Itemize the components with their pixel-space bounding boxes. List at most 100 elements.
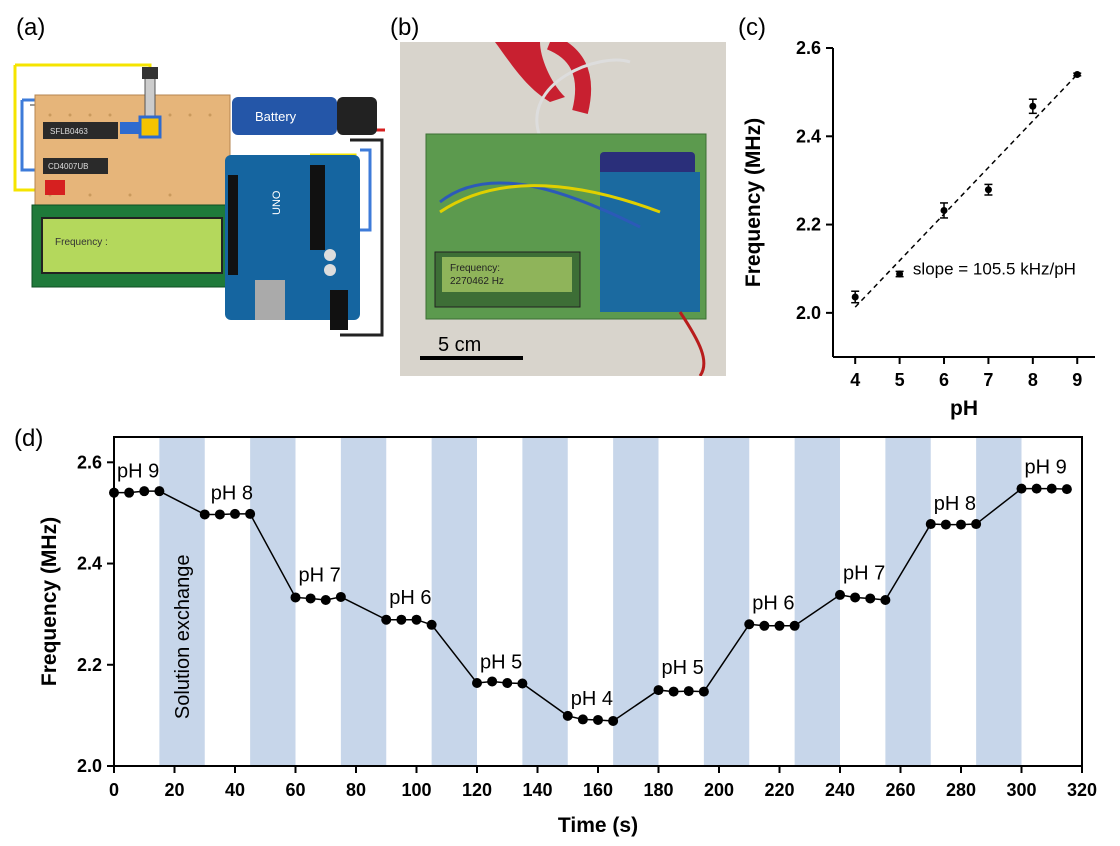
data-point	[245, 508, 256, 519]
power-jack	[330, 290, 348, 330]
x-tick-label: 280	[946, 780, 976, 800]
solution-exchange-band	[703, 437, 750, 766]
data-point	[335, 591, 346, 602]
resistor	[45, 180, 65, 195]
clip-handle	[495, 42, 565, 102]
data-point	[517, 678, 528, 689]
data-point	[956, 519, 966, 530]
panel-label-d: (d)	[14, 425, 44, 452]
solution-exchange-band	[794, 437, 840, 766]
chart-d-plot: 0 20 40 60 80 100 120 140 160 180 200 220 240 260 280 3…	[38, 436, 1097, 837]
solution-exchange-band	[431, 437, 477, 766]
data-point	[139, 486, 150, 497]
data-point	[230, 508, 240, 519]
solution-exchange-band	[613, 437, 659, 766]
data-point	[984, 186, 992, 194]
data-point	[502, 677, 513, 688]
data-point	[759, 620, 770, 631]
x-tick-label: 200	[704, 780, 734, 800]
data-point	[320, 594, 331, 605]
lcd-label: Frequency :	[55, 237, 108, 248]
y-tick-label: 2.2	[796, 215, 821, 235]
x-tick-label: 140	[522, 780, 552, 800]
probe-tip	[142, 67, 158, 79]
sensor-pad	[138, 115, 162, 139]
clip-handle-2	[546, 42, 592, 114]
data-point	[971, 519, 982, 530]
data-point	[426, 619, 437, 630]
ph-label: pH 5	[662, 657, 704, 679]
data-point	[199, 509, 210, 520]
y-axis-label: Frequency (MHz)	[742, 118, 765, 287]
data-point	[124, 487, 135, 498]
chip-1	[43, 122, 118, 139]
probe-wire	[535, 58, 631, 138]
data-point	[1016, 483, 1027, 494]
photo-lcd-line1: Frequency:	[450, 263, 500, 274]
y-tick-label: 2.2	[77, 655, 102, 675]
prototype-photo: Frequency: 2270462 Hz 5 cm	[400, 42, 726, 376]
photo-wire-yellow	[439, 184, 661, 214]
x-tick-label: 20	[164, 780, 184, 800]
x-tick-label: 80	[346, 780, 366, 800]
data-point	[1073, 70, 1081, 78]
capacitor-2	[324, 264, 336, 276]
data-point	[1029, 102, 1037, 110]
data-point	[835, 589, 845, 600]
x-tick-label: 160	[583, 780, 613, 800]
ph-label: pH 6	[752, 593, 794, 615]
data-point	[789, 620, 800, 631]
data-point	[214, 509, 225, 520]
chart-c: 4 5 6 7 8 9 2.0 2.2 2.4 2.6 pH Frequency (MHz) slope…	[742, 38, 1095, 420]
data-point	[774, 620, 785, 631]
y-tick-label: 2.4	[796, 126, 821, 146]
scale-bar-label: 5 cm	[438, 334, 481, 356]
sensor-holder	[120, 122, 140, 134]
x-tick-label: 120	[462, 780, 492, 800]
x-tick-label: 7	[983, 370, 993, 390]
x-tick-label: 260	[885, 780, 915, 800]
data-point	[851, 293, 859, 301]
data-point	[896, 270, 904, 278]
data-point	[865, 593, 876, 604]
y-axis-label: Frequency (MHz)	[38, 517, 61, 686]
ph-label: pH 8	[934, 493, 976, 515]
x-tick-label: 300	[1006, 780, 1036, 800]
data-point	[1046, 483, 1057, 494]
panel-label-a: (a)	[16, 14, 46, 41]
data-point	[109, 487, 119, 498]
ph-label: pH 7	[843, 563, 885, 585]
y-tick-label: 2.0	[796, 303, 821, 323]
photo-wire-red	[678, 311, 706, 376]
x-tick-label: 8	[1028, 370, 1038, 390]
chip-2-label: CD4007UB	[48, 162, 88, 171]
capacitor	[324, 249, 336, 261]
circuit-schematic: SFLB0463 CD4007UB Frequency : UNO Batter…	[13, 63, 385, 337]
battery-label: Battery	[255, 109, 297, 124]
data-point	[154, 486, 165, 497]
chart-c-plot: 4 5 6 7 8 9 2.0 2.2 2.4 2.6 pH Frequency (MHz) slope…	[742, 38, 1095, 420]
data-point	[487, 676, 498, 687]
data-point	[593, 714, 603, 725]
y-tick-label: 2.6	[77, 452, 102, 472]
ph-label: pH 9	[117, 460, 159, 482]
x-tick-label: 6	[939, 370, 949, 390]
x-tick-label: 240	[825, 780, 855, 800]
battery-cap	[337, 97, 377, 135]
ph-label: pH 6	[389, 587, 431, 609]
data-point	[562, 710, 573, 721]
probe-stem	[144, 74, 156, 121]
y-tick-label: 2.6	[796, 38, 821, 58]
slope-annotation: slope = 105.5 kHz/pH	[913, 259, 1076, 278]
data-point	[925, 519, 936, 530]
solution-exchange-band	[976, 437, 1022, 766]
chip-2	[43, 158, 108, 174]
ph-label: pH 5	[480, 651, 522, 673]
ph-label: pH 4	[571, 688, 613, 710]
data-point	[1031, 483, 1042, 494]
ph-label: pH 9	[1025, 456, 1067, 478]
photo-lcd-screen	[442, 257, 572, 292]
solution-exchange-band	[159, 437, 205, 766]
chip-1-label: SFLB0463	[50, 127, 88, 136]
ph-label: pH 7	[299, 564, 341, 586]
